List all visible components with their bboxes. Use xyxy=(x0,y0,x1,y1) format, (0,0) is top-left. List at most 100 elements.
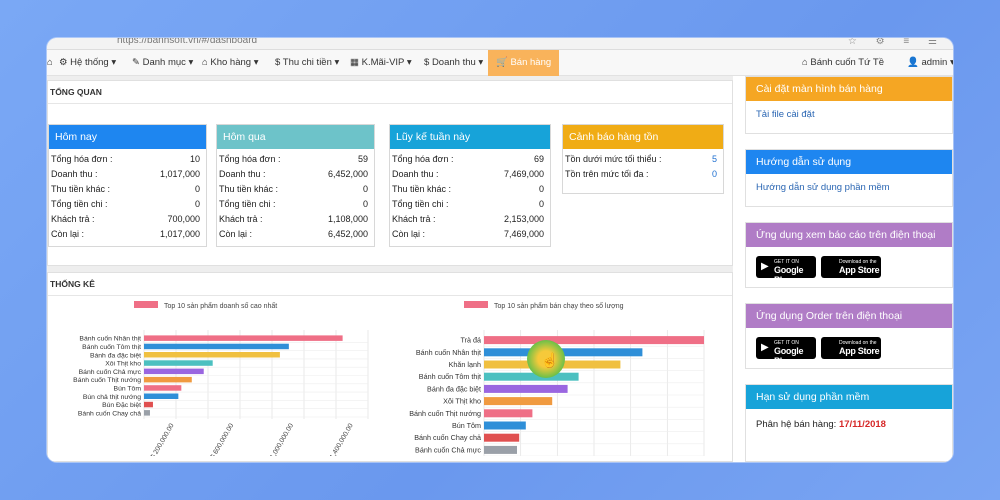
card-row: Tồn dưới mức tối thiểu : 5 xyxy=(563,152,723,167)
row-value[interactable]: 5 xyxy=(711,154,717,164)
google-play-badge[interactable]: ▶ GET IT ON Google Play xyxy=(756,256,816,285)
nav-label: Bán hàng xyxy=(510,57,552,68)
row-label: Doanh thu : xyxy=(392,169,439,179)
nav-he-thong[interactable]: ⚙ Hệ thống ▾ xyxy=(59,57,117,68)
row-value: 59 xyxy=(357,154,368,164)
app-store-badge[interactable]: Download on the App Store xyxy=(821,256,881,278)
row-label: Thu tiền khác : xyxy=(392,184,452,194)
google-play-badge[interactable]: ▶ GET IT ON Google Play xyxy=(756,337,816,366)
category-label: Bánh cuốn Nhân thịt xyxy=(416,348,481,357)
browser-address-bar[interactable]: https://banhsoft.vn/#/dashboard ☆ ⚙ ≡ ☰ xyxy=(47,38,953,50)
x-tick-label: $ 200,000.00 xyxy=(150,422,176,456)
category-label: Bánh đa đặc biệt xyxy=(90,352,141,359)
nav-kho-hang[interactable]: ⌂ Kho hàng ▾ xyxy=(202,57,259,68)
card-row: Thu tiền khác : 0 xyxy=(49,182,206,197)
category-label: Bánh cuốn Thịt nướng xyxy=(73,375,141,384)
row-value: 10 xyxy=(189,154,200,164)
nav-label: Thu chi tiền ▾ xyxy=(282,57,340,68)
bar xyxy=(144,410,150,416)
card-row: Tổng hóa đơn : 10 xyxy=(49,152,206,167)
category-label: Bánh cuốn Tôm thịt xyxy=(82,342,141,351)
row-label: Tồn trên mức tối đa : xyxy=(565,169,649,179)
nav-ban-hang[interactable]: 🛒 Bán hàng xyxy=(488,50,560,76)
install-box-title: Cài đặt màn hình bán hàng xyxy=(746,77,952,101)
bar xyxy=(144,335,343,341)
report-app-title: Ứng dụng xem báo cáo trên điện thoại xyxy=(746,223,952,247)
badge-big-text: Google Play xyxy=(774,346,804,366)
url-text[interactable]: https://banhsoft.vn/#/dashboard xyxy=(117,38,258,46)
row-value: 0 xyxy=(194,184,200,194)
x-tick-label: $ 1,000,000.00 xyxy=(266,422,295,456)
bar xyxy=(144,368,204,375)
card-row: Doanh thu : 6,452,000 xyxy=(217,167,374,182)
overview-card: Cảnh báo hàng tồn Tồn dưới mức tối thiểu … xyxy=(562,124,724,194)
nav-store-name[interactable]: ⌂ Bánh cuốn Tứ Tề xyxy=(802,57,885,68)
card-row: Khách trả : 700,000 xyxy=(49,212,206,227)
row-label: Tồn dưới mức tối thiểu : xyxy=(565,154,662,164)
card-row: Doanh thu : 1,017,000 xyxy=(49,167,206,182)
nav-label: Hệ thống ▾ xyxy=(70,57,117,68)
badge-small-text: Download on the xyxy=(839,259,877,265)
bar xyxy=(484,445,517,454)
row-value: 1,017,000 xyxy=(159,229,200,239)
overview-card: Lũy kế tuần này Tổng hóa đơn : 69 Doanh thu… xyxy=(389,124,551,247)
row-value: 2,153,000 xyxy=(503,214,544,224)
card-row: Thu tiền khác : 0 xyxy=(390,182,550,197)
cursor-highlight xyxy=(527,340,565,378)
row-label: Doanh thu : xyxy=(219,169,266,179)
nav-thu-chi-tien[interactable]: $ Thu chi tiền ▾ xyxy=(275,57,340,68)
bar xyxy=(144,360,213,366)
row-value: 7,469,000 xyxy=(503,169,544,179)
card-title: Hôm qua xyxy=(217,125,374,149)
row-label: Còn lại : xyxy=(51,229,85,239)
bar xyxy=(484,433,520,442)
x-tick-label: $ 1,400,000.00 xyxy=(326,422,355,456)
card-row: Còn lại : 7,469,000 xyxy=(390,227,550,242)
user-guide-link[interactable]: Hướng dẫn sử dụng phần mềm xyxy=(756,182,890,193)
nav-danh-muc[interactable]: ✎ Danh mục ▾ xyxy=(132,57,194,68)
category-label: Bánh cuốn Nhân thịt xyxy=(79,334,141,343)
guide-box: Hướng dẫn sử dụng Hướng dẫn sử dụng phần… xyxy=(745,149,953,207)
category-label: Bánh cuốn Chay chả xyxy=(414,433,481,442)
browser-window: https://banhsoft.vn/#/dashboard ☆ ⚙ ≡ ☰ … xyxy=(47,38,953,462)
google-play-icon: ▶ xyxy=(761,261,769,272)
expiry-box-title: Hạn sử dụng phần mềm xyxy=(746,385,952,409)
top-navbar: ⌂ ⚙ Hệ thống ▾ ✎ Danh mục ▾ ⌂ Kho hàng ▾… xyxy=(47,50,953,76)
home-icon[interactable]: ⌂ xyxy=(47,57,53,68)
category-label: Bánh đa đặc biệt xyxy=(427,384,481,393)
nav-label: Danh mục ▾ xyxy=(142,57,194,68)
nav-kmai-vip[interactable]: ▦ K.Mãi-VIP ▾ xyxy=(350,57,412,68)
row-value[interactable]: 0 xyxy=(711,169,717,179)
category-label: Xôi Thịt kho xyxy=(105,361,141,368)
download-installer-link[interactable]: Tải file cài đặt xyxy=(756,109,815,120)
charts-area: Top 10 sản phẩm doanh số cao nhất Bánh cu… xyxy=(48,296,732,462)
category-label: Bún Đặc biệt xyxy=(102,402,141,409)
row-label: Tổng hóa đơn : xyxy=(392,154,454,164)
row-label: Tổng hóa đơn : xyxy=(51,154,113,164)
card-title: Cảnh báo hàng tồn xyxy=(563,125,723,149)
card-row: Khách trả : 2,153,000 xyxy=(390,212,550,227)
badge-big-text: App Store xyxy=(839,346,880,356)
row-value: 0 xyxy=(362,184,368,194)
category-label: Xôi Thịt kho xyxy=(443,397,481,406)
row-value: 0 xyxy=(538,199,544,209)
nav-user-menu[interactable]: 👤 admin ▾ xyxy=(907,57,953,68)
report-app-box: Ứng dụng xem báo cáo trên điện thoại ▶ G… xyxy=(745,222,953,288)
nav-doanh-thu[interactable]: $ Doanh thu ▾ xyxy=(424,57,484,68)
category-label: Bánh cuốn Tôm thịt xyxy=(419,372,481,381)
category-label: Bún chả thịt nướng xyxy=(83,394,141,401)
card-row: Tổng tiền chi : 0 xyxy=(217,197,374,212)
stats-panel: THỐNG KÊ Top 10 sản phẩm doanh số cao nh… xyxy=(47,272,733,462)
category-label: Bánh cuốn Chay chả xyxy=(78,408,141,417)
row-label: Tổng tiền chi : xyxy=(51,199,108,209)
bar xyxy=(484,384,568,393)
expiry-date: 17/11/2018 xyxy=(838,419,886,430)
bar xyxy=(144,393,179,399)
app-store-badge[interactable]: Download on the App Store xyxy=(821,337,881,359)
row-value: 69 xyxy=(533,154,544,164)
card-row: Doanh thu : 7,469,000 xyxy=(390,167,550,182)
bar xyxy=(144,385,182,391)
charts-svg: Top 10 sản phẩm doanh số cao nhất Bánh cu… xyxy=(73,301,705,462)
row-label: Tổng hóa đơn : xyxy=(219,154,281,164)
nav-label: Kho hàng ▾ xyxy=(210,57,259,68)
